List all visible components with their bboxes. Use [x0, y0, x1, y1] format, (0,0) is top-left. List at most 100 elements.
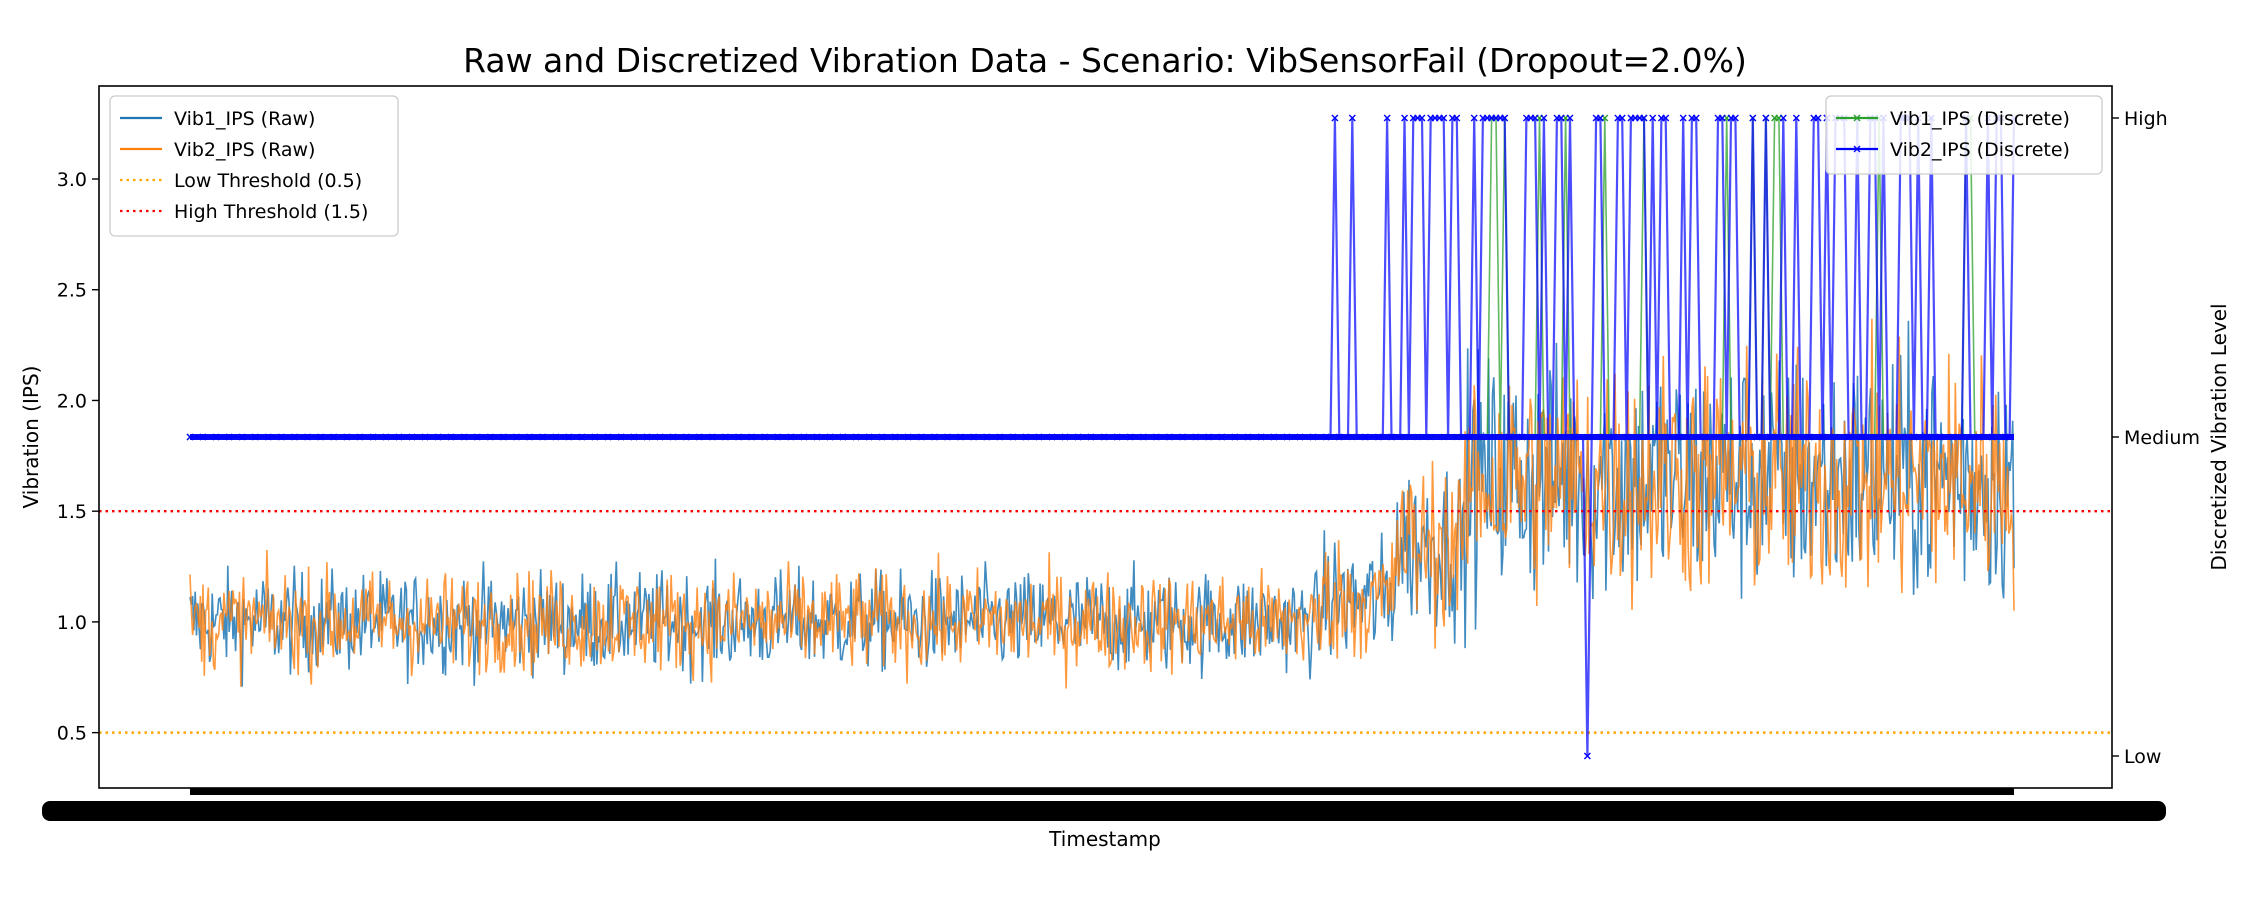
discrete-marker-2	[1192, 433, 1200, 441]
x-axis-label: Timestamp	[1048, 827, 1161, 851]
discrete-marker-2	[1100, 433, 1108, 441]
raw-series-line-2	[189, 318, 2015, 689]
discrete-marker-2	[1453, 114, 1461, 122]
right-tick-label: High	[2124, 108, 2168, 130]
discrete-marker-2	[1949, 433, 1957, 441]
discrete-marker-2	[970, 433, 978, 441]
chart-title: Raw and Discretized Vibration Data - Sce…	[463, 41, 1747, 80]
discrete-marker-2	[1401, 114, 1409, 122]
discrete-marker-2	[1805, 433, 1813, 441]
discrete-marker-2	[1610, 433, 1617, 441]
discrete-marker-2	[512, 433, 520, 441]
y-tick-label: 3.0	[57, 169, 87, 191]
discrete-marker-2	[1649, 114, 1657, 122]
discrete-marker-2	[330, 433, 338, 441]
discrete-marker-2	[1335, 433, 1343, 441]
discrete-marker-2	[277, 433, 285, 441]
discrete-marker-2	[1309, 433, 1317, 441]
discrete-series-line-1	[190, 117, 2014, 438]
discrete-marker-2	[1348, 114, 1356, 122]
discrete-marker-2	[1792, 114, 1800, 122]
legend-discrete: Vib1_IPS (Discrete) Vib2_IPS (Discrete)	[1825, 95, 2103, 175]
discrete-marker-2	[957, 433, 965, 441]
discrete-marker-2	[395, 433, 403, 441]
discrete-marker-2	[565, 433, 573, 441]
discrete-marker-2	[708, 433, 716, 441]
discrete-marker-2	[1257, 433, 1265, 441]
discrete-marker-2	[1701, 433, 1709, 441]
discrete-marker-2	[369, 433, 377, 441]
discrete-marker-2	[996, 433, 1004, 441]
discrete-marker-2	[526, 433, 534, 441]
discrete-marker-2	[1361, 433, 1369, 441]
discrete-marker-2	[1814, 114, 1822, 122]
discrete-marker-2	[1566, 114, 1574, 122]
discrete-marker-2	[826, 433, 834, 441]
discrete-marker-2	[1762, 114, 1770, 122]
discrete-marker-2	[1074, 433, 1082, 441]
discrete-marker-2	[1387, 433, 1395, 441]
y-tick-label: 1.5	[57, 501, 87, 523]
discrete-marker-2	[212, 433, 220, 441]
discrete-marker-2	[721, 433, 729, 441]
discrete-marker-2	[225, 433, 233, 441]
discrete-marker-2	[630, 433, 638, 441]
discrete-marker-2	[186, 433, 194, 441]
discrete-marker-2	[1440, 114, 1448, 122]
discrete-marker-2	[1718, 114, 1726, 122]
y-tick-label: 1.0	[57, 612, 87, 634]
discrete-marker-2	[1126, 433, 1134, 441]
discrete-marker-2	[1087, 433, 1095, 441]
discrete-marker-2	[1152, 433, 1160, 441]
discrete-marker-2	[447, 433, 455, 441]
discrete-marker-2	[199, 433, 207, 441]
discrete-marker-2	[1165, 433, 1173, 441]
discrete-marker-2	[499, 433, 507, 441]
discrete-marker-2	[473, 433, 481, 441]
discrete-marker-2	[251, 433, 259, 441]
discrete-marker-2	[317, 433, 325, 441]
discrete-marker-2	[1179, 433, 1187, 441]
discrete-marker-2	[617, 433, 625, 441]
legend-raw: Vib1_IPS (Raw) Vib2_IPS (Raw) Low Threshol…	[109, 95, 399, 237]
discrete-marker-2	[1061, 433, 1069, 441]
discrete-marker-2	[735, 433, 743, 441]
discrete-marker-2	[1139, 433, 1147, 441]
discrete-marker-2	[1692, 114, 1700, 122]
discrete-marker-2	[1322, 433, 1330, 441]
discrete-marker-2	[904, 433, 912, 441]
discrete-marker-2	[943, 433, 951, 441]
y-tick-label: 0.5	[57, 723, 87, 745]
discrete-marker-2	[1113, 433, 1121, 441]
discrete-marker-2	[421, 433, 429, 441]
discrete-marker-2	[1270, 433, 1278, 441]
discrete-marker-2	[604, 433, 612, 441]
discrete-marker-2	[1218, 433, 1226, 441]
discrete-marker-2	[917, 433, 925, 441]
legend-label: Vib2_IPS (Discrete)	[1890, 139, 2070, 161]
discrete-marker-2	[1731, 114, 1739, 122]
discrete-marker-2	[891, 433, 899, 441]
discrete-marker-2	[813, 433, 821, 441]
discrete-marker-2	[1501, 114, 1509, 122]
legend-label: Vib1_IPS (Discrete)	[1890, 108, 2070, 130]
discrete-marker-2	[1679, 114, 1687, 122]
discrete-marker-2	[1583, 752, 1591, 760]
legend-label: Low Threshold (0.5)	[174, 170, 362, 192]
axes: 0.5 1.0 1.5 2.0 2.5 3.0 Low Medium High	[42, 85, 2200, 821]
discrete-marker-2	[1009, 433, 1017, 441]
discrete-marker-2	[1675, 433, 1683, 441]
legend-frame	[1825, 95, 2103, 175]
y-tick-label: 2.0	[57, 390, 87, 412]
discrete-marker-2	[290, 433, 298, 441]
discrete-marker-2	[643, 433, 651, 441]
discrete-marker-2	[1818, 433, 1826, 441]
discrete-marker-2	[1374, 433, 1382, 441]
discrete-marker-2	[1540, 114, 1548, 122]
discrete-marker-2	[669, 433, 677, 441]
discrete-marker-2	[761, 433, 769, 441]
discrete-marker-2	[304, 433, 312, 441]
discrete-marker-2	[695, 433, 703, 441]
discrete-marker-2	[1596, 114, 1604, 122]
